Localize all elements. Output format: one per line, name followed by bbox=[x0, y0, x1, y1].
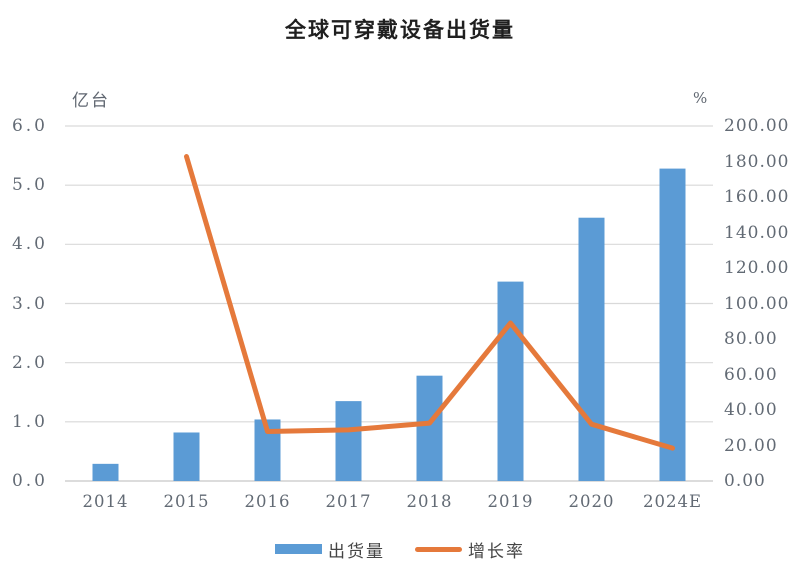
bar-2024E bbox=[659, 168, 686, 481]
x-axis-label-2014: 2014 bbox=[82, 492, 129, 511]
right-axis-tick: 200.00 bbox=[724, 116, 790, 136]
legend-bar-label: 出货量 bbox=[328, 541, 385, 562]
left-axis-tick: 3.0 bbox=[11, 293, 48, 314]
bar-2020 bbox=[578, 217, 605, 482]
right-axis-tick: 0.00 bbox=[724, 471, 766, 491]
x-axis-label-2015: 2015 bbox=[163, 492, 210, 511]
right-axis-tick: 140.00 bbox=[724, 222, 790, 243]
right-axis-tick: 160.00 bbox=[724, 187, 790, 207]
right-axis-tick: 120.00 bbox=[724, 258, 790, 278]
legend-item-growth: 增长率 bbox=[415, 537, 525, 562]
left-axis-unit: 亿台 bbox=[72, 91, 110, 111]
bar-2019 bbox=[497, 281, 524, 481]
legend-line-swatch bbox=[415, 546, 462, 552]
right-axis-tick: 100.00 bbox=[724, 293, 790, 314]
legend-bar-swatch bbox=[275, 544, 322, 554]
legend-line-label: 增长率 bbox=[468, 541, 525, 562]
bar-2015 bbox=[173, 432, 200, 481]
right-axis-unit: % bbox=[693, 89, 708, 107]
right-axis-tick: 20.00 bbox=[724, 435, 778, 456]
left-axis-tick: 1.0 bbox=[11, 411, 48, 432]
chart-title: 全球可穿戴设备出货量 bbox=[285, 19, 515, 42]
legend-item-shipments: 出货量 bbox=[275, 537, 385, 562]
bar-2014 bbox=[92, 463, 119, 481]
left-axis-tick: 2.0 bbox=[11, 352, 48, 373]
right-axis-tick: 180.00 bbox=[724, 151, 790, 172]
x-axis-label-2018: 2018 bbox=[406, 492, 453, 511]
left-axis-tick: 4.0 bbox=[11, 234, 48, 255]
x-axis-label-2016: 2016 bbox=[244, 492, 291, 511]
x-axis-label-2017: 2017 bbox=[325, 492, 372, 511]
right-axis-tick: 40.00 bbox=[724, 400, 778, 420]
left-axis-tick: 6.0 bbox=[11, 116, 48, 136]
x-axis-label-2020: 2020 bbox=[568, 492, 615, 511]
left-axis-tick: 0.0 bbox=[11, 471, 48, 491]
left-axis-tick: 5.0 bbox=[11, 175, 48, 196]
growth-line bbox=[184, 154, 675, 451]
bar-2018 bbox=[416, 375, 443, 481]
x-axis-label-2019: 2019 bbox=[487, 492, 534, 511]
legend: 出货量 增长率 bbox=[0, 537, 800, 562]
bar-2017 bbox=[335, 401, 362, 481]
x-axis-label-2024E: 2024E bbox=[642, 492, 703, 511]
right-axis-tick: 60.00 bbox=[724, 364, 778, 385]
right-axis-tick: 80.00 bbox=[724, 329, 778, 349]
